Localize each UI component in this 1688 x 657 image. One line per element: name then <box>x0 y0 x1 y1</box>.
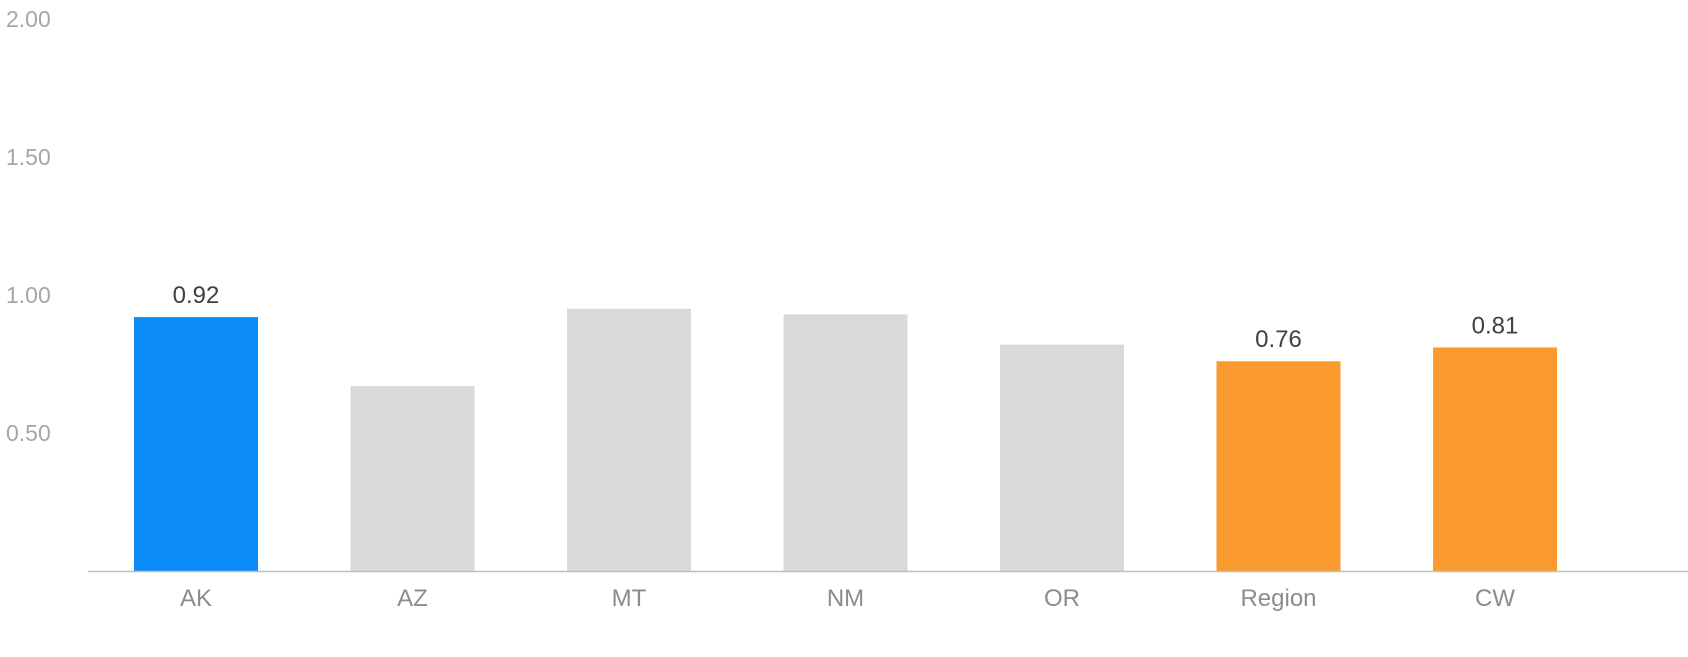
x-tick-label-ak: AK <box>180 585 212 612</box>
x-tick-label-cw: CW <box>1475 585 1515 612</box>
y-tick-label: 0.50 <box>6 420 51 446</box>
bar-ak <box>134 317 258 571</box>
data-label-ak: 0.92 <box>173 282 220 309</box>
bar-mt <box>567 308 691 571</box>
y-tick-label: 1.00 <box>6 282 51 308</box>
bar-nm <box>783 314 908 571</box>
bar-cw <box>1433 347 1557 571</box>
x-tick-label-or: OR <box>1044 585 1080 612</box>
bar-region <box>1216 361 1341 571</box>
bar-series <box>134 308 1557 571</box>
x-tick-label-nm: NM <box>827 585 864 612</box>
y-axis-ticks: 0.50 1.00 1.50 2.00 <box>6 6 51 446</box>
bar-or <box>1000 344 1124 571</box>
x-tick-label-mt: MT <box>612 585 647 612</box>
data-label-cw: 0.81 <box>1472 312 1519 339</box>
y-tick-label: 1.50 <box>6 144 51 170</box>
data-labels: 0.92 0.76 0.81 <box>173 282 1519 353</box>
bar-az <box>350 386 475 571</box>
x-axis-categories: AK AZ MT NM OR Region CW <box>180 585 1515 612</box>
y-tick-label: 2.00 <box>6 6 51 32</box>
x-tick-label-region: Region <box>1240 585 1316 612</box>
x-tick-label-az: AZ <box>397 585 428 612</box>
data-label-region: 0.76 <box>1255 326 1302 353</box>
